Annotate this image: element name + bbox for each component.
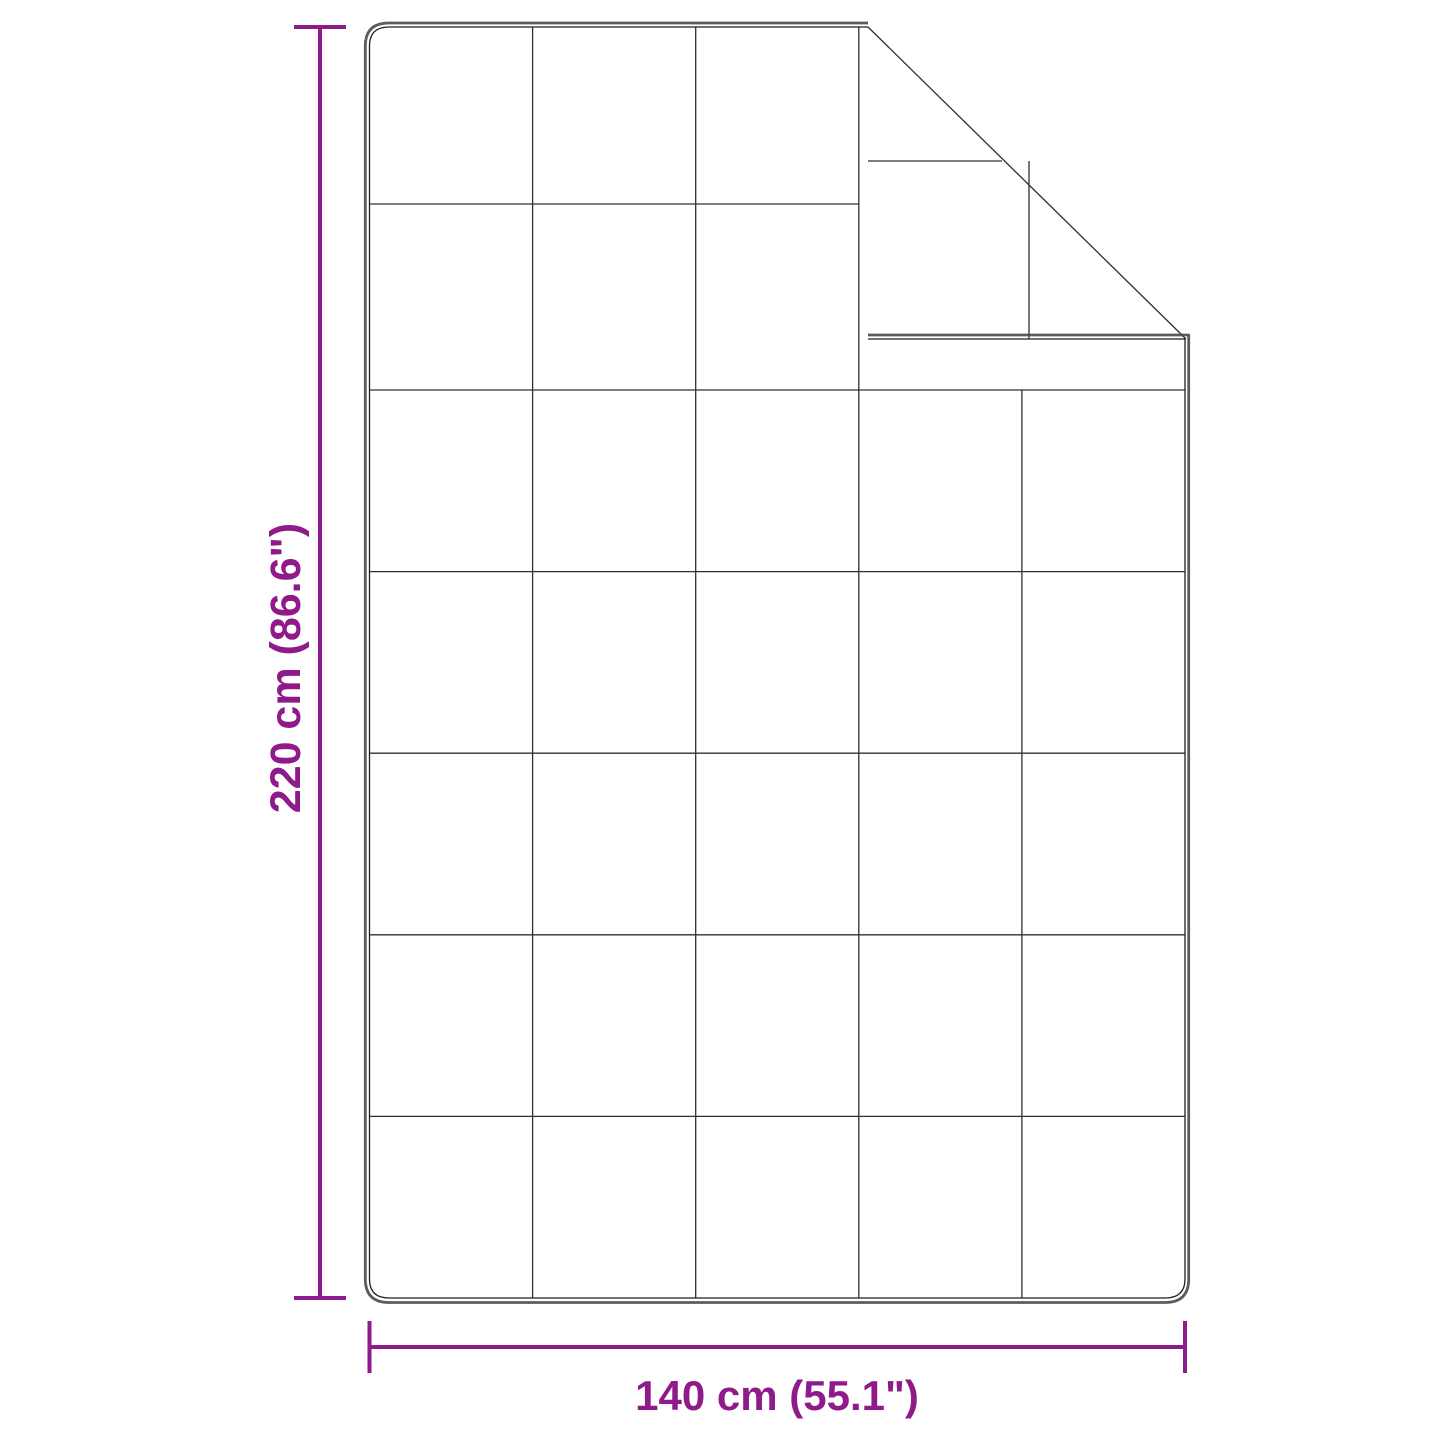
svg-text:140 cm (55.1"): 140 cm (55.1") bbox=[635, 1372, 919, 1419]
svg-text:220 cm (86.6"): 220 cm (86.6") bbox=[262, 523, 310, 814]
